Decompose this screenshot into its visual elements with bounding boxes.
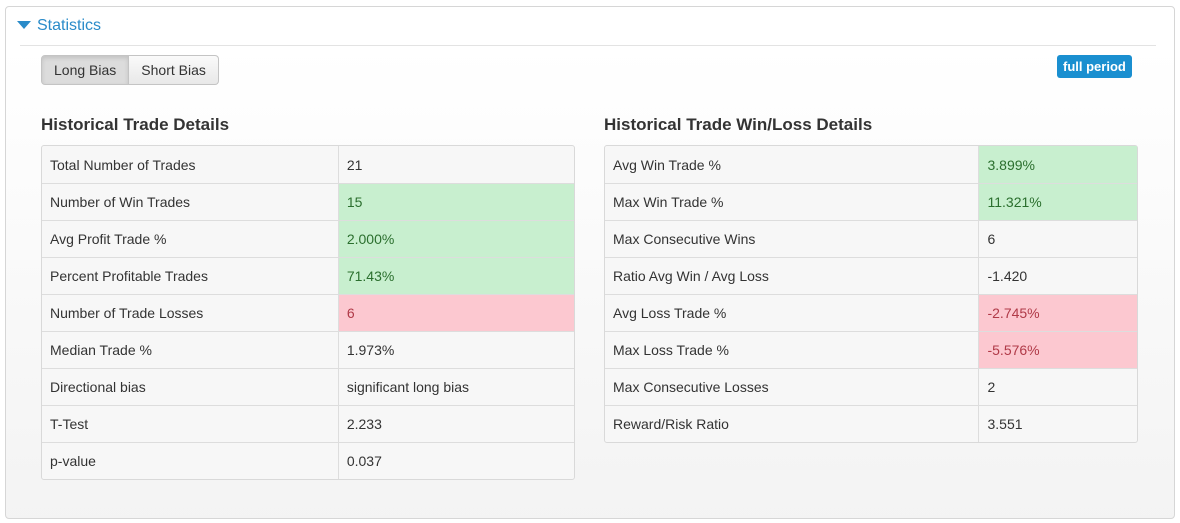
row-value: 71.43%: [338, 257, 574, 294]
long-bias-button[interactable]: Long Bias: [41, 55, 130, 85]
table-row: Max Loss Trade % -5.576%: [605, 331, 1137, 368]
statistics-panel: Statistics Long Bias Short Bias full per…: [5, 6, 1175, 519]
row-label: Total Number of Trades: [42, 146, 339, 183]
row-label: Max Consecutive Wins: [605, 220, 980, 257]
row-label: Median Trade %: [42, 331, 339, 368]
table-row: Avg Loss Trade % -2.745%: [605, 294, 1137, 331]
bias-toggle: Long Bias Short Bias: [41, 55, 219, 85]
row-value: -5.576%: [979, 331, 1137, 368]
table-row: Total Number of Trades 21: [42, 146, 574, 183]
row-value: 15: [338, 183, 574, 220]
left-table-title: Historical Trade Details: [41, 115, 230, 134]
row-value: 2.000%: [338, 220, 574, 257]
win-loss-details-table: Avg Win Trade % 3.899% Max Win Trade % 11.3…: [604, 145, 1138, 443]
row-value: 0.037: [338, 442, 574, 479]
row-label: T-Test: [42, 405, 339, 442]
full-period-badge[interactable]: full period: [1057, 55, 1132, 78]
table-row: T-Test 2.233: [42, 405, 574, 442]
table-row: Avg Profit Trade % 2.000%: [42, 220, 574, 257]
table-row: p-value 0.037: [42, 442, 574, 479]
row-value: 1.973%: [338, 331, 574, 368]
row-label: Avg Profit Trade %: [42, 220, 339, 257]
row-label: Directional bias: [42, 368, 339, 405]
right-table-title: Historical Trade Win/Loss Details: [604, 115, 873, 134]
table-row: Max Consecutive Wins 6: [605, 220, 1137, 257]
table-row: Avg Win Trade % 3.899%: [605, 146, 1137, 183]
table-row: Number of Trade Losses 6: [42, 294, 574, 331]
row-label: p-value: [42, 442, 339, 479]
row-value: 11.321%: [979, 183, 1137, 220]
table-row: Median Trade % 1.973%: [42, 331, 574, 368]
table-row: Number of Win Trades 15: [42, 183, 574, 220]
row-value: 6: [338, 294, 574, 331]
row-label: Avg Loss Trade %: [605, 294, 980, 331]
row-label: Number of Trade Losses: [42, 294, 339, 331]
row-label: Reward/Risk Ratio: [605, 405, 980, 442]
row-value: 3.551: [979, 405, 1137, 442]
row-label: Percent Profitable Trades: [42, 257, 339, 294]
row-value: -2.745%: [979, 294, 1137, 331]
panel-title[interactable]: Statistics: [37, 17, 102, 34]
header-divider: [20, 45, 1156, 46]
row-value: -1.420: [979, 257, 1137, 294]
row-value: 2: [979, 368, 1137, 405]
row-value: 2.233: [338, 405, 574, 442]
row-label: Avg Win Trade %: [605, 146, 980, 183]
row-value: 21: [346, 156, 363, 173]
table-row: Reward/Risk Ratio 3.551: [605, 405, 1137, 442]
row-label: Max Win Trade %: [605, 183, 980, 220]
row-label: Ratio Avg Win / Avg Loss: [605, 257, 980, 294]
table-row: Max Consecutive Losses 2: [605, 368, 1137, 405]
table-row: Percent Profitable Trades 71.43%: [42, 257, 574, 294]
table-row: Directional bias significant long bias: [42, 368, 574, 405]
short-bias-button[interactable]: Short Bias: [129, 55, 219, 85]
row-value: 3.899%: [979, 146, 1137, 183]
historical-trade-details-table: Total Number of Trades 21 Number of Win Tr…: [41, 145, 575, 480]
row-label: Max Loss Trade %: [605, 331, 980, 368]
row-value: 6: [979, 220, 1137, 257]
table-row: Ratio Avg Win / Avg Loss -1.420: [605, 257, 1137, 294]
collapse-triangle-icon[interactable]: [17, 21, 31, 29]
row-value: significant long bias: [338, 368, 574, 405]
statistics-header[interactable]: Statistics: [6, 7, 1174, 45]
table-row: Max Win Trade % 11.321%: [605, 183, 1137, 220]
row-label: Max Consecutive Losses: [605, 368, 980, 405]
row-label: Number of Win Trades: [42, 183, 339, 220]
